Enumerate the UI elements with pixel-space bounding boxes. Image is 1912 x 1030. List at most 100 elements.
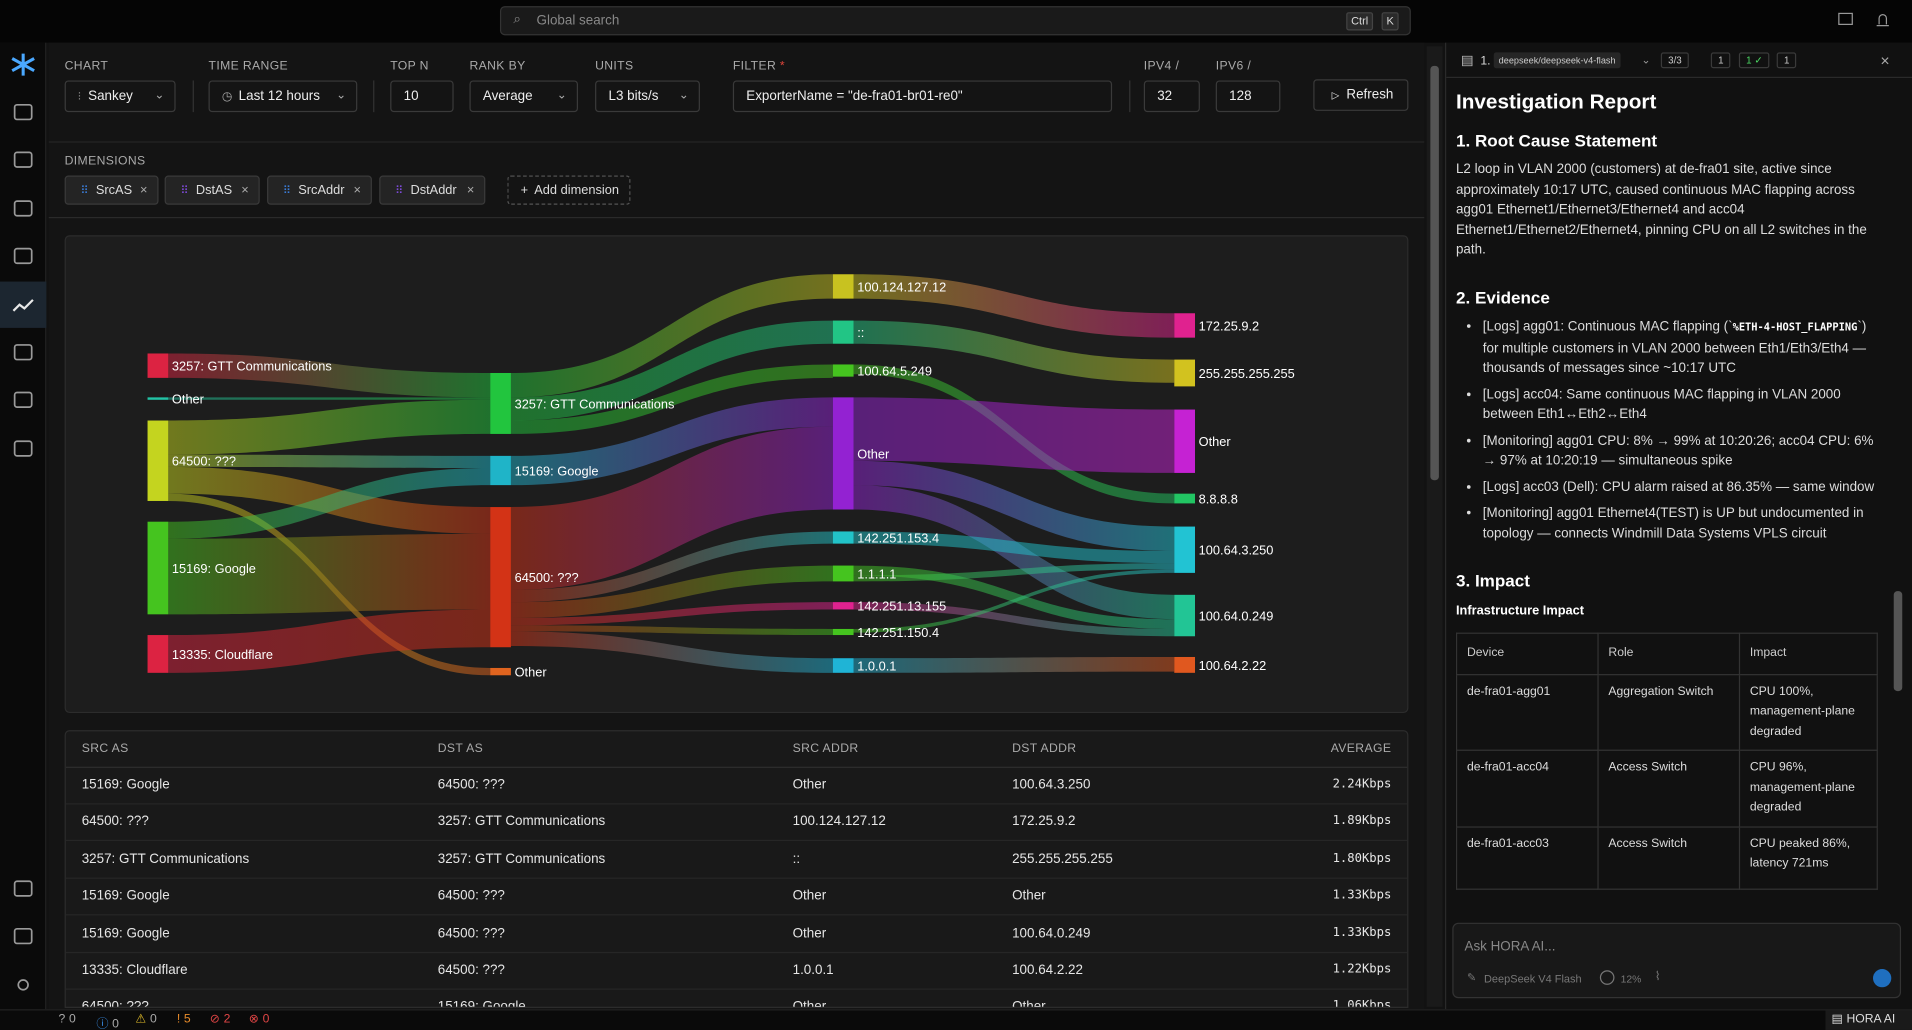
table-row[interactable] [65, 879, 1408, 916]
session-badge[interactable]: 1 [1710, 52, 1731, 69]
input[interactable]: 10 [390, 80, 454, 113]
status-item[interactable]: ⊘ 2 [210, 1013, 231, 1026]
table-cell: 172.25.9.2 [1012, 814, 1076, 830]
node-label: 1.1.1.1 [857, 566, 896, 581]
send-button[interactable] [1872, 969, 1892, 988]
evidence-item: [Monitoring] agg01 Ethernet4(TEST) is UP… [1483, 503, 1878, 543]
node-label: Other [515, 664, 548, 679]
sankey-link [853, 569, 1175, 633]
sankey-link [853, 602, 1175, 637]
sankey-link [853, 531, 1175, 564]
sankey-link [510, 274, 833, 398]
sankey-link [168, 609, 491, 673]
table-row[interactable] [65, 805, 1408, 842]
field-label-text: TIME RANGE [208, 59, 289, 74]
remove[interactable]: × [140, 182, 148, 198]
dimension-chip[interactable]: ⠿ DstAS × [164, 175, 260, 205]
remove[interactable]: × [466, 182, 475, 198]
evidence-item: [Logs] acc04: Same continuous MAC flappi… [1483, 385, 1878, 425]
table-row[interactable] [65, 842, 1408, 879]
table-row[interactable] [65, 953, 1408, 990]
divider [48, 141, 1425, 143]
node-label: Other [172, 391, 205, 406]
sankey-node [832, 602, 854, 610]
impact-header: Device [1455, 632, 1599, 675]
impact-cell: Access Switch [1597, 749, 1741, 828]
node-label: 255.255.255.255 [1199, 366, 1295, 381]
refresh-label: Refresh [1346, 87, 1394, 103]
input[interactable]: 32 [1143, 80, 1200, 113]
chat-model[interactable]: DeepSeek V4 Flash [1484, 972, 1582, 985]
column-header: DST ADDR [1012, 742, 1077, 756]
sankey-link [168, 353, 491, 398]
close-button[interactable]: × [1880, 51, 1890, 70]
table-row[interactable] [65, 916, 1408, 953]
session-badge[interactable]: 3/3 [1660, 52, 1690, 69]
status-item[interactable]: ! 5 [177, 1013, 191, 1026]
status-item[interactable]: ⚠ 0 [135, 1013, 156, 1026]
sankey-link [510, 397, 833, 486]
assistant-icon: ▤ [1831, 1012, 1847, 1027]
status-item[interactable]: ⊗ 0 [249, 1013, 270, 1026]
top-icons [1838, 12, 1889, 27]
chevron[interactable]: ⌄ [1641, 53, 1651, 66]
scroll-thumb[interactable] [1430, 65, 1439, 481]
nav-icon [17, 979, 29, 991]
table-cell: 3257: GTT Communications [81, 851, 250, 867]
field-label: IPV4 / [1144, 60, 1179, 73]
sankey-node [1174, 594, 1196, 637]
node-label: 100.64.3.250 [1199, 543, 1274, 558]
select[interactable]: ⫶ Sankey ⌄ [64, 80, 176, 113]
node-label: 142.251.153.4 [857, 530, 939, 545]
table-cell: 15169: Google [81, 888, 170, 904]
table-cell: 1.06Kbps [1332, 999, 1392, 1009]
chat-input[interactable]: Ask HORA AI... ✎ DeepSeek V4 Flash 12% ⌇ [1452, 922, 1902, 999]
impact-table: Device Role Impact de-fra01-agg01 Aggregatio… [1455, 632, 1878, 890]
refresh-button[interactable]: ▷ Refresh [1313, 79, 1409, 111]
remove[interactable]: × [353, 182, 361, 198]
status-item[interactable]: ? 0 [59, 1013, 76, 1026]
sub-heading: Infrastructure Impact [1455, 602, 1585, 618]
text: [Logs] acc03 (Dell): CPU alarm raised at… [1482, 479, 1875, 495]
assistant-toggle[interactable]: ▤ HORA AI [1825, 1010, 1912, 1030]
dimension-chip[interactable]: ⠿ SrcAS × [64, 175, 159, 205]
impact-cell: de-fra01-acc04 [1455, 749, 1599, 828]
select[interactable]: Average ⌄ [469, 80, 578, 113]
search-box[interactable]: ⌕ Global search Ctrl K [499, 6, 1411, 36]
session-badge[interactable]: 1 ✓ [1738, 52, 1770, 69]
field-label: RANK BY [469, 60, 525, 73]
session-badge[interactable]: 1 [1776, 52, 1797, 69]
search-placeholder: Global search [536, 13, 620, 29]
remove[interactable]: × [241, 182, 249, 198]
status-item[interactable]: ⓘ 0 [96, 1013, 119, 1030]
section-heading: 1. Root Cause Statement [1455, 129, 1658, 150]
dimension-chip[interactable]: ⠿ DstAddr × [379, 175, 486, 205]
table-row[interactable] [66, 990, 1407, 1007]
table-cell: 100.124.127.12 [792, 814, 886, 830]
logo [11, 53, 35, 76]
impact-cell: de-fra01-agg01 [1455, 673, 1599, 751]
attach-icon[interactable]: ⌇ [1654, 970, 1661, 984]
select[interactable]: ◷ Last 12 hours ⌄ [208, 80, 358, 113]
nav-icon [13, 440, 33, 457]
table-row[interactable] [65, 768, 1408, 805]
table-cell: Other [792, 925, 827, 941]
text: [Monitoring] agg01 CPU: 8% → 99% at 10:2… [1482, 433, 1874, 469]
add-dimension[interactable]: + Add dimension [507, 175, 631, 205]
table-cell: 1.0.0.1 [792, 962, 834, 978]
sankey-node [147, 521, 169, 615]
scroll-thumb[interactable] [1893, 591, 1903, 692]
input[interactable]: ExporterName = "de-fra01-br01-re0" [732, 80, 1113, 113]
chevron: ⌄ [556, 88, 568, 103]
input[interactable]: 128 [1215, 80, 1281, 113]
text: [Monitoring] agg01 Ethernet4(TEST) is UP… [1482, 505, 1864, 541]
select[interactable]: L3 bits/s ⌄ [595, 80, 700, 113]
sankey-node [147, 353, 169, 378]
model-badge[interactable]: deepseek/deepseek-v4-flash [1493, 52, 1621, 69]
dimension-chip[interactable]: ⠿ SrcAddr × [267, 175, 372, 205]
evidence-item: [Logs] acc03 (Dell): CPU alarm raised at… [1483, 477, 1878, 497]
sankey-node [1174, 656, 1196, 673]
chat-placeholder: Ask HORA AI... [1464, 939, 1556, 955]
sankey-node [490, 455, 511, 486]
